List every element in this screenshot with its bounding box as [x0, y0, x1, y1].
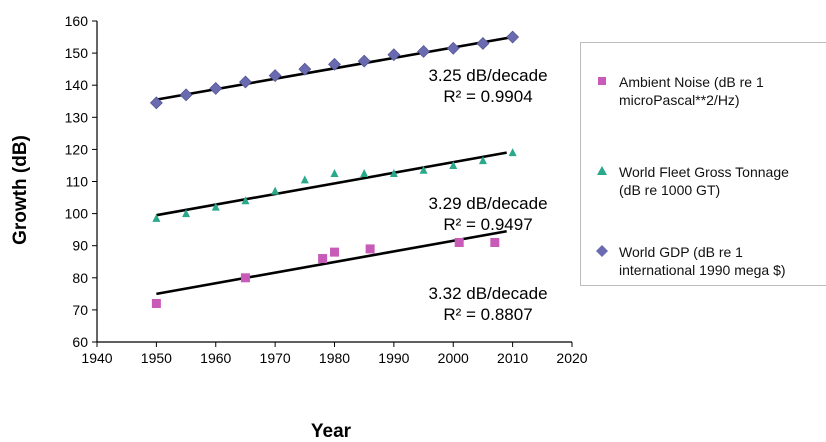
data-point-gdp — [239, 75, 252, 89]
trend-annotation-noise: 3.32 dB/decade — [428, 284, 547, 303]
x-tick-label: 1970 — [260, 350, 291, 366]
legend-item-world-gdp: World GDP (dB re 1 international 1990 me… — [595, 243, 786, 279]
trend-annotation-tonnage: R² = 0.9497 — [443, 215, 532, 234]
data-point-tonnage — [271, 186, 280, 195]
data-point-gdp — [476, 37, 490, 50]
data-point-noise — [454, 237, 464, 247]
legend-label: Ambient Noise (dB re 1 microPascal**2/Hz… — [619, 74, 764, 108]
data-point-tonnage — [152, 213, 161, 222]
x-tick-label: 2000 — [438, 350, 469, 366]
data-point-noise — [330, 247, 339, 257]
x-tick-label: 1990 — [378, 350, 409, 366]
y-tick-label: 150 — [65, 45, 89, 61]
data-point-tonnage — [478, 156, 487, 165]
y-tick-label: 80 — [72, 270, 88, 286]
data-point-tonnage — [449, 160, 458, 169]
y-tick-label: 90 — [72, 238, 88, 254]
x-tick-label: 1940 — [81, 350, 112, 366]
y-axis-label: Growth (dB) — [10, 135, 31, 245]
legend-marker-square — [595, 74, 609, 88]
x-tick-label: 2010 — [497, 350, 528, 366]
data-point-tonnage — [300, 175, 309, 184]
legend-label: World Fleet Gross Tonnage (dB re 1000 GT… — [619, 164, 789, 198]
data-point-noise — [240, 273, 250, 283]
y-tick-label: 100 — [65, 206, 89, 222]
data-point-noise — [365, 244, 375, 254]
data-point-noise — [151, 298, 161, 308]
x-tick-label: 1980 — [319, 350, 350, 366]
legend-marker-triangle — [595, 164, 609, 178]
y-tick-label: 110 — [66, 174, 89, 190]
legend-label: World GDP (dB re 1 international 1990 me… — [619, 244, 786, 278]
y-tick-label: 140 — [65, 77, 89, 93]
y-tick-label: 60 — [72, 334, 88, 350]
data-point-gdp — [446, 41, 460, 55]
trend-annotation-gdp: R² = 0.9904 — [443, 87, 532, 106]
data-point-tonnage — [330, 168, 339, 177]
data-point-gdp — [298, 62, 312, 76]
data-point-tonnage — [182, 209, 191, 218]
data-point-gdp — [417, 45, 430, 58]
legend-item-world-fleet-gross-tonnage: World Fleet Gross Tonnage (dB re 1000 GT… — [595, 163, 789, 199]
x-tick-label: 2020 — [556, 350, 587, 366]
data-point-gdp — [357, 54, 371, 68]
data-point-gdp — [268, 69, 282, 82]
data-point-tonnage — [508, 148, 517, 157]
data-point-tonnage — [419, 165, 428, 174]
trend-annotation-tonnage: 3.29 dB/decade — [428, 194, 547, 213]
data-point-gdp — [209, 81, 223, 95]
data-point-gdp — [328, 57, 341, 71]
y-tick-label: 160 — [65, 13, 89, 29]
data-point-tonnage — [360, 168, 369, 177]
y-tick-label: 70 — [72, 302, 88, 318]
x-axis-label: Year — [311, 421, 352, 442]
data-point-gdp — [506, 30, 520, 44]
trend-annotation-gdp: 3.25 dB/decade — [428, 66, 547, 85]
trend-annotation-noise: R² = 0.8807 — [443, 305, 532, 324]
x-tick-label: 1960 — [200, 350, 231, 366]
legend-marker-diamond — [595, 244, 609, 258]
x-tick-label: 1950 — [141, 350, 172, 366]
data-point-tonnage — [241, 196, 250, 205]
trendline-noise — [156, 229, 507, 296]
y-tick-label: 130 — [65, 109, 89, 125]
data-point-tonnage — [211, 202, 220, 211]
data-point-noise — [490, 237, 500, 247]
legend-item-ambient-noise: Ambient Noise (dB re 1 microPascal**2/Hz… — [595, 73, 764, 109]
legend: Ambient Noise (dB re 1 microPascal**2/Hz… — [580, 42, 826, 286]
data-point-gdp — [179, 88, 193, 102]
data-point-tonnage — [389, 168, 398, 177]
data-point-noise — [318, 254, 328, 264]
data-point-gdp — [149, 96, 163, 110]
y-tick-label: 120 — [65, 141, 89, 157]
data-point-gdp — [387, 48, 401, 62]
